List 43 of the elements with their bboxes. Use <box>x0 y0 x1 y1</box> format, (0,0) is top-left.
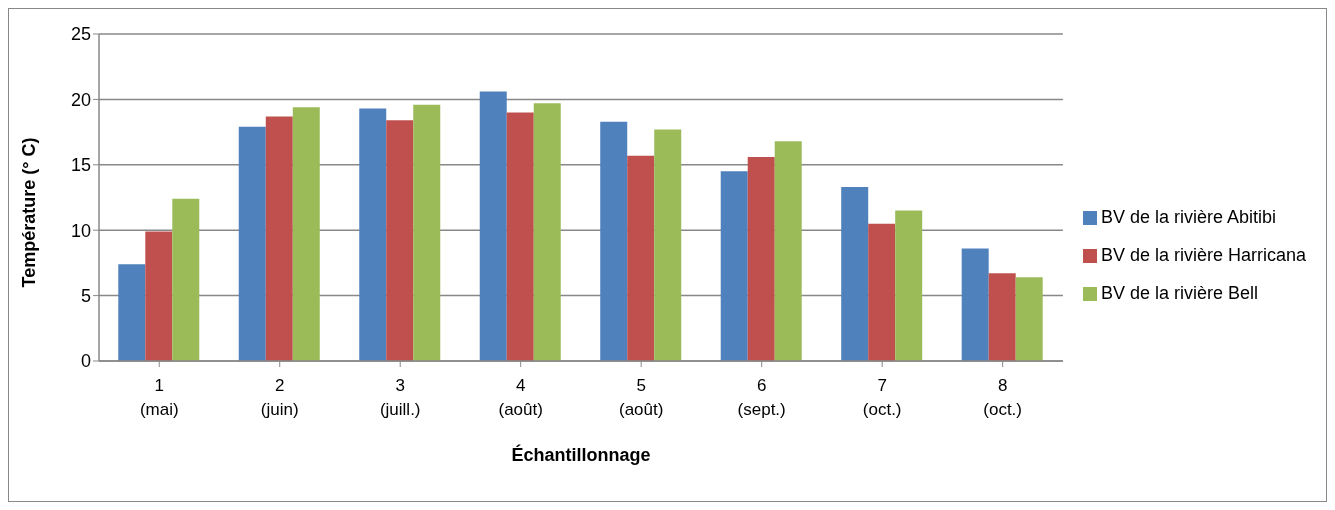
x-tick-label: 8 (oct.) <box>983 376 1023 419</box>
bar <box>145 231 173 361</box>
bar <box>841 187 869 361</box>
y-tick-label: 25 <box>70 24 91 45</box>
x-tick-label: 3 (juill.) <box>379 376 421 419</box>
bar <box>868 223 896 361</box>
x-tick-label: 6 (sept.) <box>737 376 786 419</box>
bar <box>774 141 802 361</box>
y-axis-title: Température (° C) <box>19 137 40 288</box>
x-tick-label: 2 (juin) <box>260 376 299 419</box>
bar <box>413 104 441 361</box>
y-tick-label: 10 <box>70 220 91 241</box>
bar <box>720 171 748 361</box>
bar <box>292 107 320 361</box>
x-tick-label: 7 (oct.) <box>862 376 902 419</box>
bar <box>172 198 200 361</box>
bar <box>265 116 293 361</box>
bar <box>359 108 387 361</box>
bar <box>627 155 655 361</box>
legend-label: BV de la rivière Bell <box>1100 283 1258 303</box>
bar <box>747 156 775 361</box>
bar <box>654 129 682 361</box>
bar <box>479 91 507 361</box>
bar <box>600 121 628 361</box>
bar <box>118 264 146 361</box>
x-tick-label: 5 (août) <box>618 376 664 419</box>
bar <box>1015 277 1043 361</box>
x-tick-label: 1 (mai) <box>139 376 179 419</box>
y-tick-label: 15 <box>70 155 91 176</box>
bar <box>895 210 923 361</box>
bar <box>961 248 989 361</box>
bar <box>386 120 414 361</box>
legend-label: BV de la rivière Abitibi <box>1100 207 1276 227</box>
x-tick-label: 4 (août) <box>498 376 543 419</box>
y-tick-label: 0 <box>80 351 91 372</box>
bar <box>506 112 534 361</box>
legend-label: BV de la rivière Harricana <box>1100 245 1306 265</box>
bar <box>988 273 1016 361</box>
bar <box>533 103 561 361</box>
x-axis-title: Échantillonnage <box>511 444 651 465</box>
y-tick-label: 5 <box>80 285 91 306</box>
y-tick-label: 20 <box>70 89 91 110</box>
bar <box>238 126 266 361</box>
